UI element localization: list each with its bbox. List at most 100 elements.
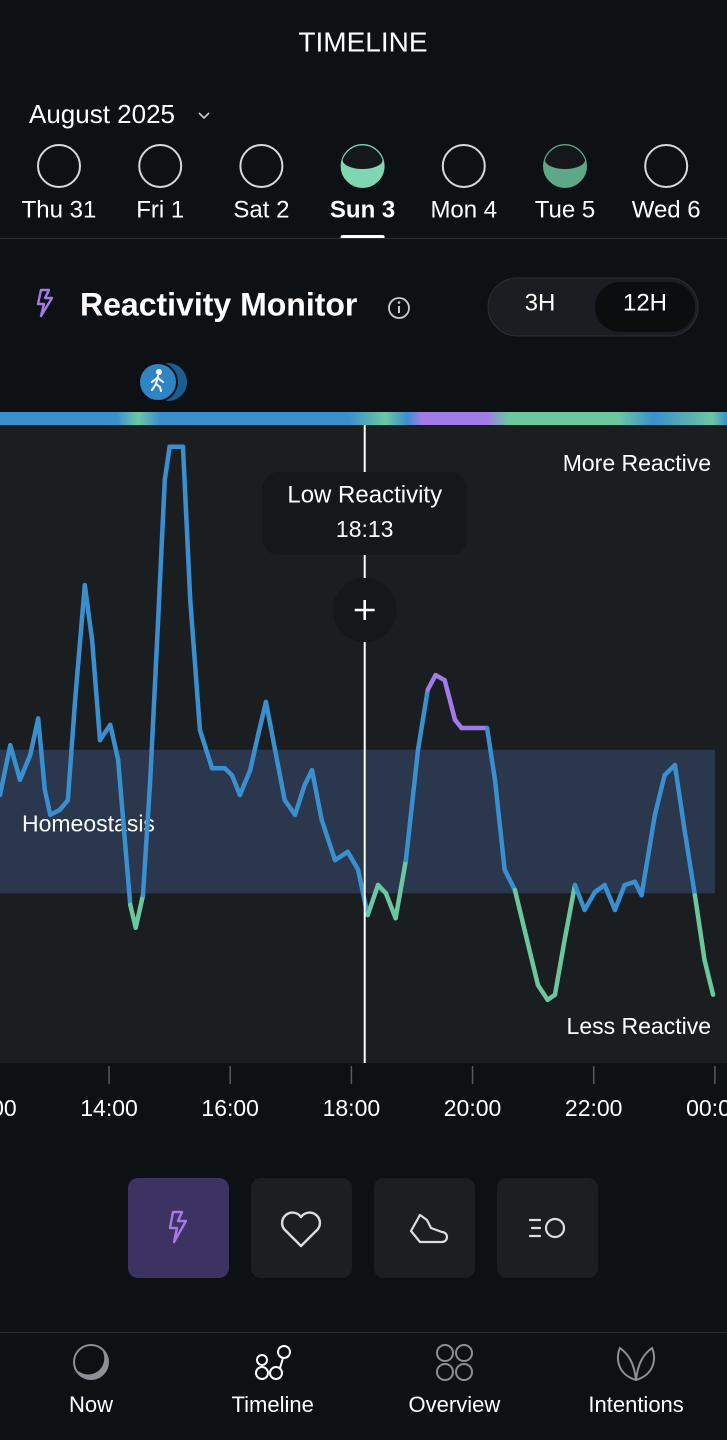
- range-option[interactable]: 3H: [525, 289, 556, 316]
- reactivity-line: [345, 849, 361, 872]
- reactivity-line: [332, 849, 350, 863]
- reactivity-line: [383, 891, 398, 921]
- activity-badge[interactable]: [138, 362, 178, 402]
- reactivity-line: [442, 677, 458, 723]
- reactivity-line: [197, 727, 215, 771]
- x-tick-label: 20:00: [444, 1095, 502, 1121]
- reactivity-line: [582, 889, 598, 913]
- range-option[interactable]: 12H: [623, 289, 667, 316]
- nav-label[interactable]: Now: [69, 1392, 113, 1417]
- intentions-icon[interactable]: [617, 1346, 655, 1382]
- reactivity-line: [365, 882, 381, 918]
- reactivity-line: [122, 837, 133, 908]
- day-label[interactable]: Thu 31: [22, 196, 97, 223]
- reactivity-line: [108, 722, 121, 763]
- reactivity-line: [89, 637, 103, 743]
- add-icon: [354, 600, 375, 620]
- reactivity-line: [319, 817, 338, 863]
- reactivity-line: [162, 444, 172, 483]
- day-label[interactable]: Wed 6: [632, 196, 701, 223]
- tooltip-time: 18:13: [336, 516, 394, 542]
- month-chevron[interactable]: [198, 112, 210, 120]
- nav-label[interactable]: Overview: [409, 1392, 501, 1417]
- range-options: 3H 12H: [525, 282, 695, 332]
- reactivity-line: [263, 699, 278, 752]
- now-icon: [77, 1351, 109, 1380]
- day-ring[interactable]: [37, 144, 81, 188]
- day-ring[interactable]: [138, 144, 183, 188]
- x-tick-label: 22:00: [565, 1095, 623, 1121]
- reactivity-line: [140, 777, 153, 898]
- heart-button[interactable]: [251, 1178, 352, 1278]
- page-title: TIMELINE: [298, 26, 427, 57]
- reactivity-line: [702, 958, 716, 997]
- reactivity-line: [8, 743, 23, 782]
- day-label[interactable]: Tue 5: [535, 196, 595, 223]
- reactivity-line: [115, 757, 128, 842]
- day-ring-shade: [342, 145, 383, 169]
- lower-label: Less Reactive: [567, 1013, 711, 1039]
- range-selected: [595, 282, 695, 332]
- day-label[interactable]: Sat 2: [233, 196, 289, 223]
- list-button[interactable]: [497, 1178, 598, 1278]
- x-tick-label: 12:00: [0, 1095, 17, 1121]
- reactivity-button[interactable]: [128, 1178, 229, 1278]
- reactivity-line: [535, 982, 550, 1003]
- reactivity-line: [17, 752, 33, 782]
- reactivity-line: [272, 747, 287, 803]
- day-label[interactable]: Mon 4: [430, 196, 497, 223]
- reactivity-line: [562, 882, 578, 943]
- day-strip: Thu 31 Fri 1 Sat 2 Sun 3 Mon 4 Tue 5 Wed 6: [22, 144, 701, 239]
- reactivity-line: [393, 857, 409, 921]
- day-ring[interactable]: [644, 144, 689, 188]
- reactivity-line: [282, 797, 298, 818]
- reactivity-line: [672, 762, 687, 833]
- reactivity-line: [602, 882, 618, 913]
- reactivity-line: [147, 617, 161, 782]
- reactivity-line: [309, 767, 324, 823]
- reactivity-line: [237, 767, 253, 798]
- day-label[interactable]: Sun 3: [330, 196, 395, 223]
- tooltip-title: Low Reactivity: [287, 481, 442, 508]
- day-ring-shade: [545, 145, 585, 169]
- info-icon: [397, 301, 401, 304]
- walk-icon: [151, 369, 164, 392]
- month-picker[interactable]: August 2025: [29, 99, 175, 129]
- reactivity-line: [65, 697, 78, 803]
- nav-label[interactable]: Intentions: [588, 1392, 683, 1417]
- reactivity-line: [292, 782, 307, 818]
- reactivity-line: [512, 887, 527, 933]
- reactivity-line: [247, 732, 261, 773]
- reactivity-line: [425, 672, 438, 693]
- monitor-title: Reactivity Monitor: [80, 286, 357, 322]
- reactivity-line: [403, 747, 421, 863]
- reactivity-line: [484, 725, 498, 782]
- reactivity-line: [572, 882, 587, 913]
- reactivity-line: [502, 867, 518, 893]
- reactivity-line: [522, 928, 541, 988]
- list-icon: [528, 1217, 566, 1239]
- timeline-icon[interactable]: [255, 1345, 291, 1380]
- day-ring[interactable]: [441, 144, 486, 188]
- reactivity-line: [42, 787, 53, 818]
- reactivity-line: [612, 882, 627, 913]
- day-label[interactable]: Fri 1: [136, 196, 184, 223]
- reactivity-strip: [0, 412, 727, 425]
- overview-icon[interactable]: [436, 1344, 473, 1381]
- reactivity-line: [355, 867, 370, 918]
- nav-label[interactable]: Timeline: [232, 1392, 314, 1417]
- reactivity-line: [415, 687, 430, 752]
- reactivity-line: [639, 812, 658, 898]
- reactivity-line: [187, 597, 203, 733]
- day-ring[interactable]: [239, 144, 284, 188]
- shoe-icon: [409, 1213, 449, 1244]
- info-icon[interactable]: [388, 297, 410, 319]
- reactivity-line: [133, 892, 146, 930]
- reactivity-line: [0, 743, 13, 798]
- bolt-icon: [168, 1210, 188, 1244]
- activity-button[interactable]: [374, 1178, 475, 1278]
- band-label: Homeostasis: [22, 811, 155, 837]
- reactivity-line: [82, 582, 95, 643]
- reactivity-line: [180, 444, 193, 603]
